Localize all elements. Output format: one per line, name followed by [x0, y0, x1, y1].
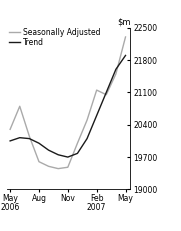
- Seasonally Adjusted: [115, 73, 117, 75]
- Seasonally Adjusted: [105, 93, 107, 96]
- Seasonally Adjusted: [96, 89, 98, 91]
- Seasonally Adjusted: [76, 142, 79, 145]
- Seasonally Adjusted: [9, 128, 11, 131]
- Trend: [19, 136, 21, 139]
- Trend: [28, 137, 30, 140]
- Seasonally Adjusted: [67, 166, 69, 169]
- Seasonally Adjusted: [19, 105, 21, 108]
- Trend: [9, 140, 11, 142]
- Legend: Seasonally Adjusted, Trend: Seasonally Adjusted, Trend: [9, 28, 101, 47]
- Trend: [86, 137, 88, 140]
- Trend: [124, 54, 127, 57]
- Seasonally Adjusted: [28, 135, 30, 138]
- Seasonally Adjusted: [38, 160, 40, 163]
- Trend: [115, 68, 117, 71]
- Trend: [96, 114, 98, 117]
- Trend: [57, 153, 59, 156]
- Text: $m: $m: [117, 17, 130, 26]
- Seasonally Adjusted: [86, 119, 88, 122]
- Trend: [67, 156, 69, 158]
- Line: Trend: Trend: [10, 55, 125, 157]
- Seasonally Adjusted: [57, 167, 59, 170]
- Seasonally Adjusted: [47, 165, 50, 168]
- Trend: [47, 149, 50, 152]
- Seasonally Adjusted: [124, 36, 127, 38]
- Line: Seasonally Adjusted: Seasonally Adjusted: [10, 37, 125, 169]
- Trend: [105, 91, 107, 94]
- Trend: [38, 142, 40, 145]
- Trend: [76, 152, 79, 155]
